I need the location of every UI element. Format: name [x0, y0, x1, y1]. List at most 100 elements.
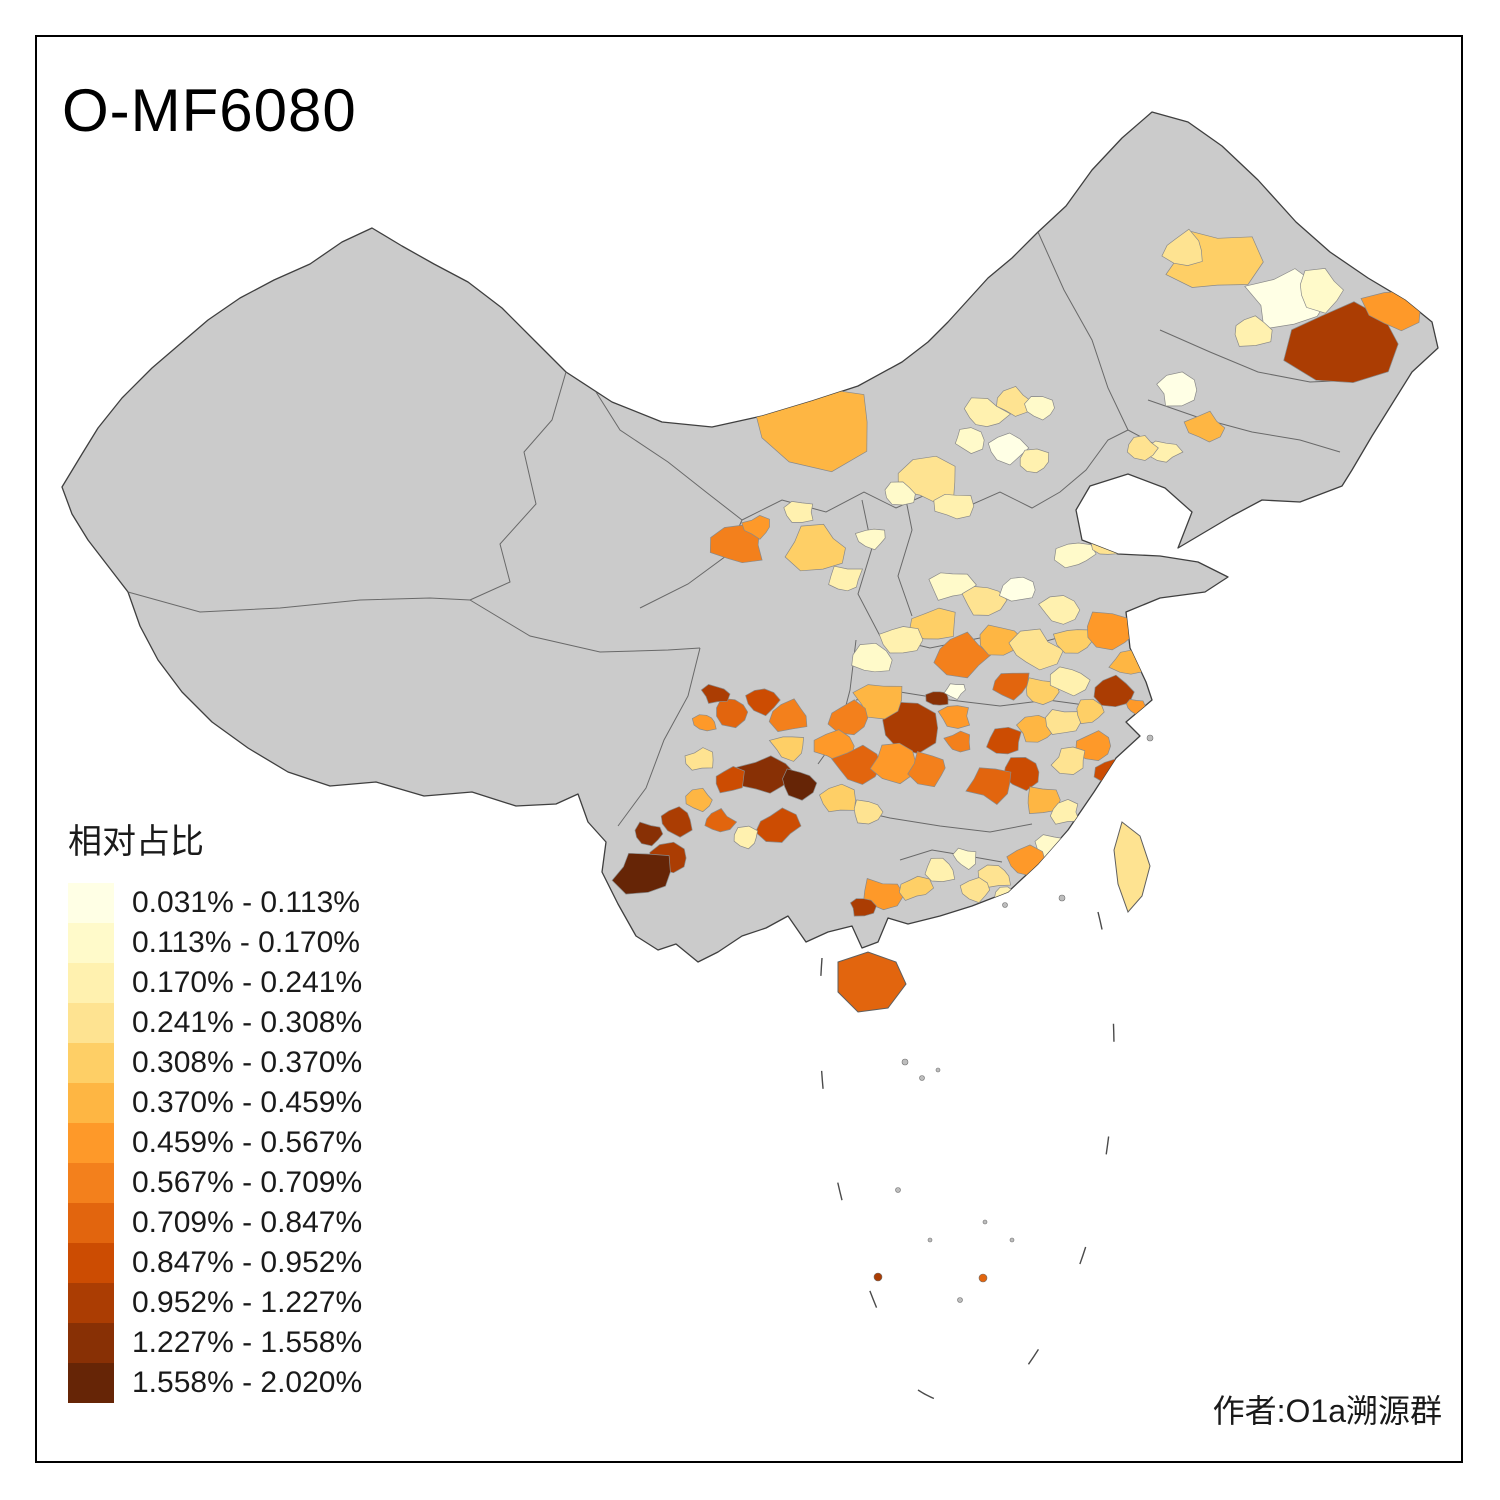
map-region — [715, 766, 745, 794]
legend: 相对占比 0.031% - 0.113% 0.113% - 0.170% 0.170… — [68, 814, 362, 1403]
map-region — [996, 385, 1033, 417]
map-region — [1299, 268, 1344, 314]
map-region — [1052, 629, 1094, 654]
map-region — [733, 825, 758, 850]
map-region — [1038, 595, 1081, 625]
legend-row: 1.227% - 1.558% — [68, 1323, 362, 1363]
legend-swatch — [68, 1283, 114, 1323]
map-region — [1126, 435, 1159, 461]
map-region — [1008, 628, 1064, 671]
map-region — [1161, 228, 1203, 266]
legend-row: 0.847% - 0.952% — [68, 1243, 362, 1283]
legend-label: 0.370% - 0.459% — [132, 1086, 363, 1119]
legend-row: 0.113% - 0.170% — [68, 923, 362, 963]
legend-swatch — [68, 1043, 114, 1083]
legend-rows: 0.031% - 0.113% 0.113% - 0.170% 0.170% - 0… — [68, 883, 362, 1403]
legend-swatch — [68, 963, 114, 1003]
map-region — [1087, 611, 1138, 651]
map-region — [933, 493, 975, 520]
map-region — [1024, 396, 1055, 421]
map-region — [849, 898, 877, 917]
map-region — [819, 783, 856, 813]
map-region — [768, 698, 808, 732]
map-region — [943, 683, 966, 701]
map-region — [1045, 709, 1082, 735]
map-region — [1183, 410, 1226, 443]
map-region — [863, 878, 905, 911]
legend-row: 0.567% - 0.709% — [68, 1163, 362, 1203]
hainan-island — [837, 951, 907, 1013]
map-region — [1156, 371, 1198, 407]
map-region — [898, 875, 935, 901]
map-region — [1049, 666, 1091, 697]
map-region — [782, 768, 818, 801]
map-region — [741, 515, 770, 540]
map-region — [634, 821, 664, 847]
legend-row: 0.952% - 1.227% — [68, 1283, 362, 1323]
map-region — [954, 427, 985, 454]
map-region — [1049, 799, 1080, 825]
map-region — [963, 397, 1012, 427]
map-region — [854, 528, 886, 551]
map-region — [684, 747, 714, 771]
map-region — [716, 698, 749, 729]
map-region — [691, 714, 717, 732]
map-region — [987, 432, 1030, 466]
map-region — [1076, 698, 1105, 724]
legend-label: 1.558% - 2.020% — [132, 1366, 363, 1399]
sea-islet — [873, 1272, 883, 1282]
map-region — [827, 699, 869, 736]
map-region — [828, 565, 864, 592]
map-region — [1234, 315, 1273, 347]
taiwan-island — [1113, 821, 1151, 913]
legend-label: 0.031% - 0.113% — [132, 886, 360, 919]
map-region — [925, 691, 949, 706]
sea-islet — [978, 1273, 988, 1283]
map-region — [933, 631, 992, 679]
map-region — [851, 642, 893, 673]
legend-swatch — [68, 1323, 114, 1363]
map-region — [660, 806, 693, 838]
nine-dash-line — [819, 911, 1115, 1406]
map-region — [882, 701, 939, 755]
legend-swatch — [68, 923, 114, 963]
legend-label: 0.459% - 0.567% — [132, 1126, 363, 1159]
map-region — [1016, 714, 1056, 743]
legend-swatch — [68, 1363, 114, 1403]
legend-label: 0.170% - 0.241% — [132, 966, 363, 999]
legend-swatch — [68, 1083, 114, 1123]
legend-swatch — [68, 1003, 114, 1043]
map-region — [1027, 786, 1061, 814]
map-region — [768, 736, 804, 762]
map-region — [961, 586, 1008, 616]
map-region — [986, 726, 1022, 755]
legend-row: 1.558% - 2.020% — [68, 1363, 362, 1403]
legend-row: 0.709% - 0.847% — [68, 1203, 362, 1243]
map-region — [1093, 674, 1135, 708]
sea-islands — [895, 734, 1154, 1303]
map-region — [952, 847, 977, 871]
legend-row: 0.170% - 0.241% — [68, 963, 362, 1003]
legend-swatch — [68, 883, 114, 923]
map-region — [1019, 448, 1050, 474]
map-region — [878, 626, 924, 654]
map-region — [908, 607, 956, 640]
legend-swatch — [68, 1203, 114, 1243]
map-region — [704, 808, 738, 833]
legend-swatch — [68, 1163, 114, 1203]
legend-row: 0.031% - 0.113% — [68, 883, 362, 923]
legend-label: 1.227% - 1.558% — [132, 1326, 363, 1359]
map-region — [869, 742, 916, 785]
map-region — [937, 705, 971, 729]
map-region — [784, 523, 846, 572]
map-region — [1050, 746, 1086, 775]
map-region — [965, 767, 1012, 805]
map-region — [611, 852, 671, 895]
legend-label: 0.847% - 0.952% — [132, 1246, 363, 1279]
map-region — [924, 857, 956, 882]
legend-label: 0.567% - 0.709% — [132, 1166, 363, 1199]
legend-row: 0.370% - 0.459% — [68, 1083, 362, 1123]
legend-swatch — [68, 1243, 114, 1283]
map-region — [992, 672, 1030, 701]
